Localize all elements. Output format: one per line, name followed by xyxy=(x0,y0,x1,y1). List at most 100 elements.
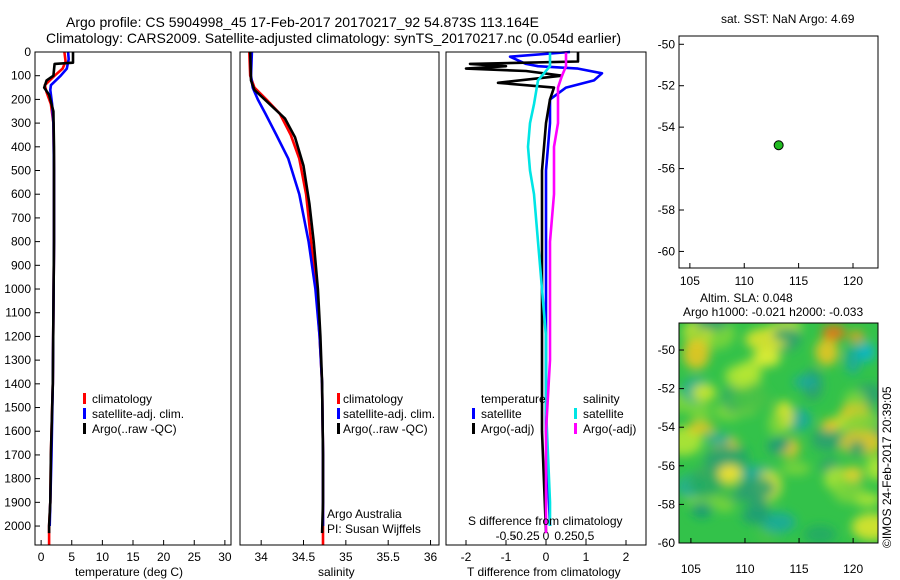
y-tick-label: 900 xyxy=(11,258,31,272)
legend-label-t-argo: Argo(-adj) xyxy=(481,422,534,436)
temperature-plot-frame xyxy=(34,51,232,546)
sla-anomaly xyxy=(752,348,781,367)
sla-texture xyxy=(847,440,867,456)
legend-title-temperature: temperature xyxy=(481,392,546,406)
sla-y-tick-label: -60 xyxy=(658,536,676,550)
sla-map-frame xyxy=(678,322,879,544)
x-tick-label: 34.5 xyxy=(292,550,316,564)
sla-anomaly xyxy=(770,437,791,452)
imos-credit-label: ©IMOS 24-Feb-2017 20:39:05 xyxy=(880,386,894,548)
sla-x-tick-label: 115 xyxy=(789,562,808,576)
salinity-series xyxy=(248,51,325,545)
sla-texture xyxy=(737,477,776,500)
legend-label-satellite: satellite-adj. clim. xyxy=(92,407,184,421)
legend-title-salinity: salinity xyxy=(583,392,620,406)
legend-label-s-satellite: satellite xyxy=(583,407,624,421)
legend-label-argo: Argo(..raw -QC) xyxy=(343,422,428,436)
y-tick-label: 1400 xyxy=(4,377,31,391)
sla-texture xyxy=(844,345,862,375)
location-map-panel: sat. SST: NaN Argo: 4.69 105 110 115 120 -50… xyxy=(658,12,879,288)
s-tick-label: -0.5 xyxy=(496,529,517,543)
sla-x-tick-label: 110 xyxy=(735,562,754,576)
salinity-legend: climatology satellite-adj. clim. Argo(..… xyxy=(337,392,435,436)
location-map-marks xyxy=(773,140,784,151)
figure-title-line1: Argo profile: CS 5904998_45 17-Feb-2017 … xyxy=(66,14,539,30)
series-line-salinity-satellite xyxy=(526,52,552,526)
series-line-climatology xyxy=(43,51,67,545)
y-tick-label: 1800 xyxy=(4,472,31,486)
sla-map-panel: Altim. SLA: 0.048 Argo h1000: -0.021 h20… xyxy=(658,291,894,576)
series-line-salinity-argo-adj- xyxy=(544,52,568,534)
temperature-series xyxy=(42,51,75,545)
difference-panel: -2 -1 0 1 2 -0.5-0.25 0 0.25 0.5 T difference fr… xyxy=(445,50,647,579)
legend-swatch-satellite xyxy=(337,408,340,419)
difference-legend: temperature satellite Argo(-adj) salinit… xyxy=(472,392,636,436)
sla-texture xyxy=(803,525,837,543)
location-map-title: sat. SST: NaN Argo: 4.69 xyxy=(721,12,855,26)
x-tick-label: 20 xyxy=(157,550,171,564)
series-line-temperature-argo-adj- xyxy=(464,52,580,534)
sla-anomaly xyxy=(857,341,876,362)
y-tick-label: 600 xyxy=(11,187,31,201)
sla-x-tick-label: 105 xyxy=(681,562,701,576)
map-x-tick-label: 115 xyxy=(789,274,808,288)
map-y-tick-label: -60 xyxy=(658,244,676,258)
sla-y-tick-label: -56 xyxy=(658,459,676,473)
sla-texture xyxy=(865,455,878,481)
depth-axis: 0 100 200 300 400 500 600 700 800 900 1000 1100 1200… xyxy=(4,45,40,533)
sla-x-tick-label: 120 xyxy=(843,562,863,576)
sla-map-axes: 105 110 115 120 -50 -52 -54 -56 -58 -60 xyxy=(658,343,864,576)
sla-texture xyxy=(695,323,729,331)
legend-swatch-s-satellite xyxy=(574,408,577,419)
sla-anomaly xyxy=(691,502,712,519)
figure-title-line2: Climatology: CARS2009. Satellite-adjuste… xyxy=(46,30,621,46)
y-tick-label: 1000 xyxy=(4,282,31,296)
sla-y-tick-label: -58 xyxy=(658,497,676,511)
temperature-panel: 0100200300400500600700800900100011001200… xyxy=(4,45,232,579)
y-tick-label: 800 xyxy=(11,235,31,249)
map-x-tick-label: 120 xyxy=(843,274,863,288)
s-tick-label: 0.25 xyxy=(554,529,578,543)
s-difference-axis-label: S difference from climatology xyxy=(468,514,623,528)
sla-texture xyxy=(780,461,811,476)
y-tick-label: 2000 xyxy=(4,519,31,533)
sla-texture xyxy=(772,327,802,343)
temperature-x-axis: 0 5 10 15 20 25 30 xyxy=(38,540,232,564)
s-tick-label: 0 xyxy=(543,529,550,543)
y-tick-label: 500 xyxy=(11,164,31,178)
y-tick-label: 400 xyxy=(11,140,31,154)
series-line-climatology xyxy=(248,51,325,545)
y-tick-label: 1600 xyxy=(4,424,31,438)
map-y-tick-label: -54 xyxy=(658,120,676,134)
sla-texture xyxy=(831,473,864,504)
x-tick-label: 15 xyxy=(126,550,140,564)
sla-anomaly xyxy=(717,464,742,483)
x-tick-label: 35 xyxy=(339,550,353,564)
y-tick-label: 1300 xyxy=(4,353,31,367)
sla-texture xyxy=(725,364,756,389)
legend-label-s-argo: Argo(-adj) xyxy=(583,422,636,436)
map-x-tick-label: 110 xyxy=(735,274,754,288)
location-map-frame xyxy=(678,35,879,269)
sla-texture xyxy=(688,402,711,422)
map-y-tick-label: -50 xyxy=(658,37,676,51)
legend-swatch-t-argo xyxy=(472,423,475,434)
y-tick-label: 1500 xyxy=(4,401,31,415)
y-tick-label: 100 xyxy=(11,69,31,83)
x-tick-label: 2 xyxy=(623,550,630,564)
x-tick-label: 30 xyxy=(218,550,232,564)
temperature-legend: climatology satellite-adj. clim. Argo(..… xyxy=(83,392,184,436)
argo-float-marker xyxy=(773,140,784,151)
y-tick-label: 1700 xyxy=(4,448,31,462)
salinity-x-axis: 34 34.5 35 35.5 36 xyxy=(254,540,438,564)
series-line-argo-raw-qc- xyxy=(42,52,75,534)
sla-texture xyxy=(851,513,878,541)
legend-swatch-s-argo xyxy=(574,423,577,434)
sla-y-tick-label: -54 xyxy=(658,420,676,434)
sla-texture xyxy=(714,499,736,513)
map-y-tick-label: -52 xyxy=(658,79,676,93)
s-tick-label: -0.25 xyxy=(512,529,540,543)
x-tick-label: 10 xyxy=(96,550,110,564)
x-tick-label: 0 xyxy=(543,550,550,564)
